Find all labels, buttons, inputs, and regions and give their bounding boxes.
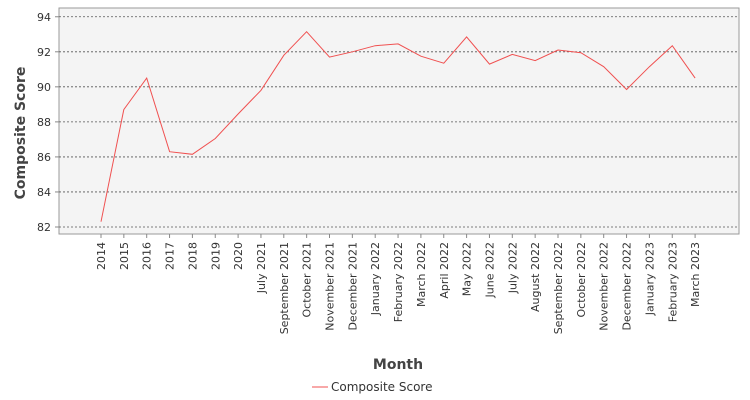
y-tick-label: 84	[37, 186, 51, 199]
x-tick-label: 2020	[232, 242, 245, 270]
x-tick-label: 2014	[95, 242, 108, 270]
x-tick-label: February 2022	[392, 242, 405, 322]
grid-lines	[59, 16, 739, 228]
x-tick-label: February 2023	[666, 242, 679, 322]
x-tick-label: October 2021	[301, 242, 314, 318]
x-tick-label: 2018	[186, 242, 199, 270]
x-tick-label: 2019	[209, 242, 222, 270]
x-tick-label: September 2021	[278, 242, 291, 334]
y-tick-label: 92	[37, 46, 51, 59]
x-axis-ticks: 2014 2015 2016 2017 2018 2019 2020 July 2021 Sep…	[95, 234, 702, 334]
x-tick-label: 2017	[164, 242, 177, 270]
y-tick-label: 90	[37, 81, 51, 94]
x-axis-title: Month	[373, 357, 423, 373]
y-axis-ticks: 82 84 86 88 90 92 94	[37, 11, 59, 234]
x-tick-label: May 2022	[461, 242, 474, 296]
y-axis-title: Composite Score	[13, 67, 29, 200]
x-tick-label: September 2022	[552, 242, 565, 334]
x-tick-label: 2015	[118, 242, 131, 270]
legend-label-composite-score: Composite Score	[331, 380, 432, 394]
x-tick-label: January 2023	[643, 242, 656, 316]
x-tick-label: November 2022	[598, 242, 611, 331]
y-tick-label: 88	[37, 116, 51, 129]
y-tick-label: 82	[37, 221, 51, 234]
x-tick-label: June 2022	[483, 242, 496, 298]
x-tick-label: April 2022	[438, 242, 451, 299]
x-tick-label: November 2021	[324, 242, 337, 331]
x-tick-label: December 2022	[621, 242, 634, 331]
plot-area-background	[58, 7, 740, 235]
y-tick-label: 86	[37, 151, 51, 164]
x-tick-label: July 2021	[255, 242, 268, 294]
series-line-composite-score	[100, 30, 696, 222]
x-tick-label: October 2022	[575, 242, 588, 318]
x-tick-label: March 2022	[415, 242, 428, 307]
x-tick-label: December 2021	[346, 242, 359, 331]
series-layer	[100, 30, 696, 222]
x-tick-label: August 2022	[529, 242, 542, 312]
x-tick-label: January 2022	[369, 242, 382, 316]
x-tick-label: 2016	[141, 242, 154, 270]
x-tick-label: March 2023	[689, 242, 702, 307]
y-tick-label: 94	[37, 11, 51, 24]
legend: Composite Score	[312, 380, 432, 394]
x-tick-label: July 2022	[506, 242, 519, 294]
